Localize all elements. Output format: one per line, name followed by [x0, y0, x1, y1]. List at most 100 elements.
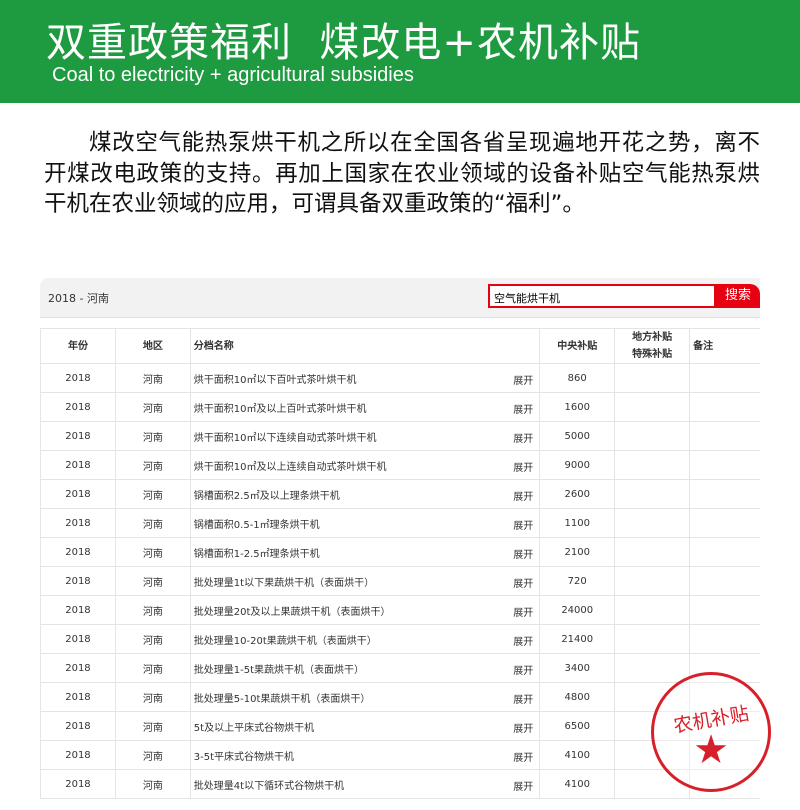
cell-name: 烘干面积10㎡以下百叶式茶叶烘干机 展开 — [189, 363, 541, 393]
expand-link[interactable]: 展开 — [513, 608, 534, 619]
expand-link[interactable]: 展开 — [513, 724, 534, 735]
table-row: 2018 河南 批处理量20t及以上果蔬烘干机（表面烘干） 展开 24000 — [40, 595, 760, 625]
cell-central: 5000 — [539, 421, 616, 451]
header-note: 备注 — [689, 328, 760, 364]
banner-subtitle: Coal to electricity + agricultural subsi… — [52, 64, 414, 86]
expand-link[interactable]: 展开 — [513, 753, 534, 764]
cell-note — [689, 479, 760, 509]
cell-local — [614, 624, 691, 654]
cell-local — [614, 508, 691, 538]
star-icon: ★ — [693, 727, 729, 773]
expand-link[interactable]: 展开 — [513, 782, 534, 793]
item-name: 锅槽面积1-2.5㎡理条烘干机 — [193, 548, 320, 560]
cell-year: 2018 — [40, 450, 116, 480]
cell-year: 2018 — [40, 740, 116, 770]
expand-link[interactable]: 展开 — [513, 376, 534, 387]
table-row: 2018 河南 锅槽面积1-2.5㎡理条烘干机 展开 2100 — [40, 537, 760, 567]
search-bar: 2018 - 河南 空气能烘干机 搜索 — [40, 278, 760, 318]
cell-year: 2018 — [40, 363, 116, 393]
cell-region: 河南 — [114, 595, 191, 625]
expand-link[interactable]: 展开 — [513, 492, 534, 503]
cell-year: 2018 — [40, 392, 116, 422]
cell-note — [689, 450, 760, 480]
breadcrumb: 2018 - 河南 — [48, 292, 109, 305]
item-name: 批处理量20t及以上果蔬烘干机（表面烘干） — [193, 606, 391, 618]
table-row: 2018 河南 批处理量10-20t果蔬烘干机（表面烘干） 展开 21400 — [40, 624, 760, 654]
cell-central: 21400 — [539, 624, 616, 654]
cell-name: 批处理量4t以下循环式谷物烘干机 展开 — [189, 769, 541, 799]
cell-name: 烘干面积10㎡以下连续自动式茶叶烘干机 展开 — [189, 421, 541, 451]
cell-local — [614, 653, 691, 683]
cell-central: 2100 — [539, 537, 616, 567]
item-name: 烘干面积10㎡以下百叶式茶叶烘干机 — [193, 374, 357, 386]
expand-link[interactable]: 展开 — [513, 405, 534, 416]
cell-name: 批处理量20t及以上果蔬烘干机（表面烘干） 展开 — [189, 595, 541, 625]
cell-region: 河南 — [114, 740, 191, 770]
header-local: 地方补贴 特殊补贴 — [614, 328, 691, 364]
cell-note — [689, 508, 760, 538]
intro-paragraph: 煤改空气能热泵烘干机之所以在全国各省呈现遍地开花之势，离不开煤改电政策的支持。再… — [44, 130, 760, 217]
item-name: 批处理量10-20t果蔬烘干机（表面烘干） — [193, 635, 377, 647]
table-row: 2018 河南 批处理量5-10t果蔬烘干机（表面烘干） 展开 4800 — [40, 682, 760, 712]
search-input[interactable]: 空气能烘干机 — [488, 284, 716, 308]
table-header: 年份 地区 分档名称 中央补贴 地方补贴 特殊补贴 备注 — [40, 328, 760, 364]
cell-central: 2600 — [539, 479, 616, 509]
cell-local — [614, 566, 691, 596]
cell-region: 河南 — [114, 653, 191, 683]
cell-central: 1600 — [539, 392, 616, 422]
cell-year: 2018 — [40, 624, 116, 654]
cell-region: 河南 — [114, 479, 191, 509]
cell-region: 河南 — [114, 450, 191, 480]
cell-local — [614, 595, 691, 625]
cell-central: 4100 — [539, 740, 616, 770]
cell-local — [614, 450, 691, 480]
cell-region: 河南 — [114, 566, 191, 596]
cell-name: 烘干面积10㎡及以上连续自动式茶叶烘干机 展开 — [189, 450, 541, 480]
cell-region: 河南 — [114, 624, 191, 654]
cell-name: 5t及以上平床式谷物烘干机 展开 — [189, 711, 541, 741]
expand-link[interactable]: 展开 — [513, 637, 534, 648]
cell-name: 批处理量10-20t果蔬烘干机（表面烘干） 展开 — [189, 624, 541, 654]
cell-central: 1100 — [539, 508, 616, 538]
expand-link[interactable]: 展开 — [513, 463, 534, 474]
cell-note — [689, 595, 760, 625]
cell-year: 2018 — [40, 769, 116, 799]
cell-region: 河南 — [114, 392, 191, 422]
cell-name: 批处理量1-5t果蔬烘干机（表面烘干） 展开 — [189, 653, 541, 683]
header-region: 地区 — [114, 328, 191, 364]
subsidy-panel: 2018 - 河南 空气能烘干机 搜索 年份 地区 分档名称 中央补贴 地方补贴… — [40, 278, 760, 810]
cell-note — [689, 624, 760, 654]
cell-central: 720 — [539, 566, 616, 596]
search-button[interactable]: 搜索 — [716, 284, 760, 308]
cell-name: 烘干面积10㎡及以上百叶式茶叶烘干机 展开 — [189, 392, 541, 422]
item-name: 烘干面积10㎡以下连续自动式茶叶烘干机 — [193, 432, 377, 444]
cell-central: 860 — [539, 363, 616, 393]
cell-note — [689, 392, 760, 422]
expand-link[interactable]: 展开 — [513, 695, 534, 706]
table-row: 2018 河南 烘干面积10㎡以下百叶式茶叶烘干机 展开 860 — [40, 363, 760, 393]
cell-note — [689, 421, 760, 451]
cell-note — [689, 537, 760, 567]
header-central: 中央补贴 — [539, 328, 616, 364]
item-name: 批处理量1-5t果蔬烘干机（表面烘干） — [193, 664, 365, 676]
cell-local — [614, 421, 691, 451]
expand-link[interactable]: 展开 — [513, 579, 534, 590]
item-name: 锅槽面积2.5㎡及以上理条烘干机 — [193, 490, 340, 502]
cell-year: 2018 — [40, 653, 116, 683]
cell-name: 锅槽面积2.5㎡及以上理条烘干机 展开 — [189, 479, 541, 509]
item-name: 3-5t平床式谷物烘干机 — [193, 751, 295, 763]
cell-region: 河南 — [114, 711, 191, 741]
cell-year: 2018 — [40, 711, 116, 741]
table-row: 2018 河南 批处理量1t以下果蔬烘干机（表面烘干） 展开 720 — [40, 566, 760, 596]
expand-link[interactable]: 展开 — [513, 550, 534, 561]
expand-link[interactable]: 展开 — [513, 521, 534, 532]
cell-local — [614, 392, 691, 422]
expand-link[interactable]: 展开 — [513, 434, 534, 445]
cell-region: 河南 — [114, 363, 191, 393]
cell-note — [689, 363, 760, 393]
table-row: 2018 河南 烘干面积10㎡及以上连续自动式茶叶烘干机 展开 9000 — [40, 450, 760, 480]
item-name: 批处理量1t以下果蔬烘干机（表面烘干） — [193, 577, 375, 589]
expand-link[interactable]: 展开 — [513, 666, 534, 677]
item-name: 5t及以上平床式谷物烘干机 — [193, 722, 315, 734]
table-row: 2018 河南 烘干面积10㎡以下连续自动式茶叶烘干机 展开 5000 — [40, 421, 760, 451]
